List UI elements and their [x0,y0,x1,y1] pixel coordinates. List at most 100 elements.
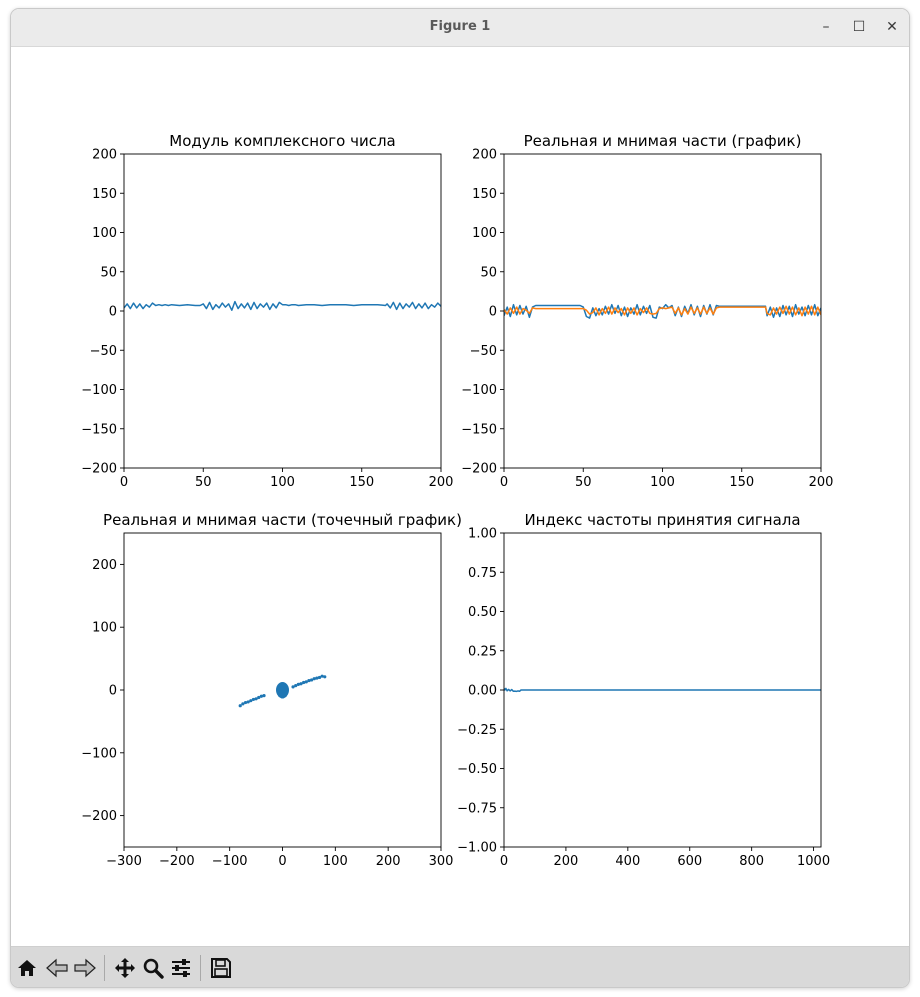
title-bar: Figure 1 – ☐ ✕ [11,9,909,47]
scatter-point [249,699,253,703]
y-tick-label: −200 [81,809,117,824]
subplot-title: Реальная и мнимая части (точечный график… [103,511,462,529]
toolbar-separator [200,955,201,981]
scatter-point [291,685,295,689]
x-tick-label: 800 [739,854,764,869]
series-line [504,305,821,317]
y-tick-label: 50 [480,265,497,280]
y-tick-label: −200 [461,462,497,477]
y-tick-label: 200 [92,148,117,163]
y-tick-label: 100 [92,226,117,241]
series-line [124,300,441,311]
scatter-dense-cluster [276,682,289,698]
series-line [504,303,821,319]
figure-window: Figure 1 – ☐ ✕ 0 50 100 150 200 −200 −150 −100 −… [10,8,910,988]
scatter-point [315,676,319,680]
scatter-point [317,675,322,680]
y-tick-label: 0.25 [468,644,497,659]
subplot-3: −300 −200 −100 0 100 200 300 −200 −100 0 100 200 Реа… [81,511,462,869]
close-button[interactable]: ✕ [886,19,898,35]
y-tick-label: −100 [461,383,497,398]
y-tick-label: 0.75 [468,566,497,581]
window-title: Figure 1 [429,19,491,34]
maximize-button[interactable]: ☐ [852,19,866,35]
scatter-point [323,675,327,679]
figure-canvas: 0 50 100 150 200 −200 −150 −100 −50 0 50 100 150 200 М… [81,132,833,869]
x-tick-label: 0 [500,854,508,869]
minimize-button[interactable]: – [822,19,830,35]
y-tick-label: −50 [470,344,497,359]
axes-frame [123,153,442,469]
y-tick-label: 0 [109,684,117,699]
y-tick-label: −200 [81,462,117,477]
x-tick-label: −300 [106,854,142,869]
y-tick-label: 100 [92,621,117,636]
home-button[interactable] [14,955,40,981]
scatter-point [257,695,261,700]
y-tick-label: 100 [472,226,497,241]
x-tick-label: 100 [650,475,675,490]
y-tick-label: −0.25 [457,723,497,738]
scatter-point [302,680,306,685]
y-tick-label: 200 [92,558,117,573]
series-line [504,687,821,693]
y-tick-label: −100 [81,746,117,761]
configure-subplots-icon [172,959,190,977]
y-tick-label: −100 [81,383,117,398]
x-tick-label: −100 [212,854,248,869]
forward-button[interactable] [72,955,98,981]
save-icon [211,958,231,978]
y-tick-label: −0.50 [457,762,497,777]
y-tick-label: 0 [489,305,497,320]
x-tick-label: 0 [500,475,508,490]
home-icon [18,960,36,976]
scatter-point [309,678,314,682]
scatter-point [246,700,250,704]
y-tick-label: −150 [461,422,497,437]
x-tick-label: 150 [729,475,754,490]
y-tick-label: 200 [472,148,497,163]
scatter-point [251,697,256,702]
y-tick-label: 0 [109,305,117,320]
configure-subplots-button[interactable] [168,955,194,981]
scatter-point [307,678,311,683]
subplot-title: Индекс частоты принятия сигнала [524,511,800,529]
y-tick-label: 0.00 [468,684,497,699]
y-tick-label: 0.50 [468,605,497,620]
subplot-title: Модуль комплексного числа [169,132,396,150]
scatter-point [259,694,263,698]
x-tick-label: 200 [376,854,401,869]
x-tick-label: 300 [429,854,454,869]
pan-button[interactable] [112,955,138,981]
scatter-point [262,694,266,698]
zoom-button[interactable] [140,955,166,981]
y-tick-label: −0.75 [457,801,497,816]
x-tick-label: 50 [575,475,592,490]
zoom-icon [143,958,164,979]
x-tick-label: 1000 [797,854,830,869]
scatter-point [254,697,258,701]
subplot-2: 0 50 100 150 200 −200 −150 −100 −50 0 50 100 150 200 Р… [461,132,833,490]
scatter-point [299,682,303,686]
save-button[interactable] [208,955,234,981]
toolbar-separator [104,955,105,981]
subplot-title: Реальная и мнимая части (график) [524,132,802,150]
x-tick-label: 0 [278,854,286,869]
subplot-1: 0 50 100 150 200 −200 −150 −100 −50 0 50 100 150 200 М… [81,132,453,490]
y-tick-label: 1.00 [468,527,497,542]
scatter-point [304,680,308,684]
x-tick-label: −200 [159,854,195,869]
pan-icon [115,958,135,978]
back-button[interactable] [44,955,70,981]
y-tick-label: 150 [92,187,117,202]
navigation-toolbar [11,946,909,987]
x-tick-label: 200 [554,854,579,869]
y-tick-label: −150 [81,422,117,437]
forward-icon [74,958,96,978]
y-tick-label: −1.00 [457,841,497,856]
x-tick-label: 100 [270,475,295,490]
x-tick-label: 200 [809,475,834,490]
scatter-point [294,684,298,688]
x-tick-label: 400 [615,854,640,869]
x-tick-label: 150 [349,475,374,490]
